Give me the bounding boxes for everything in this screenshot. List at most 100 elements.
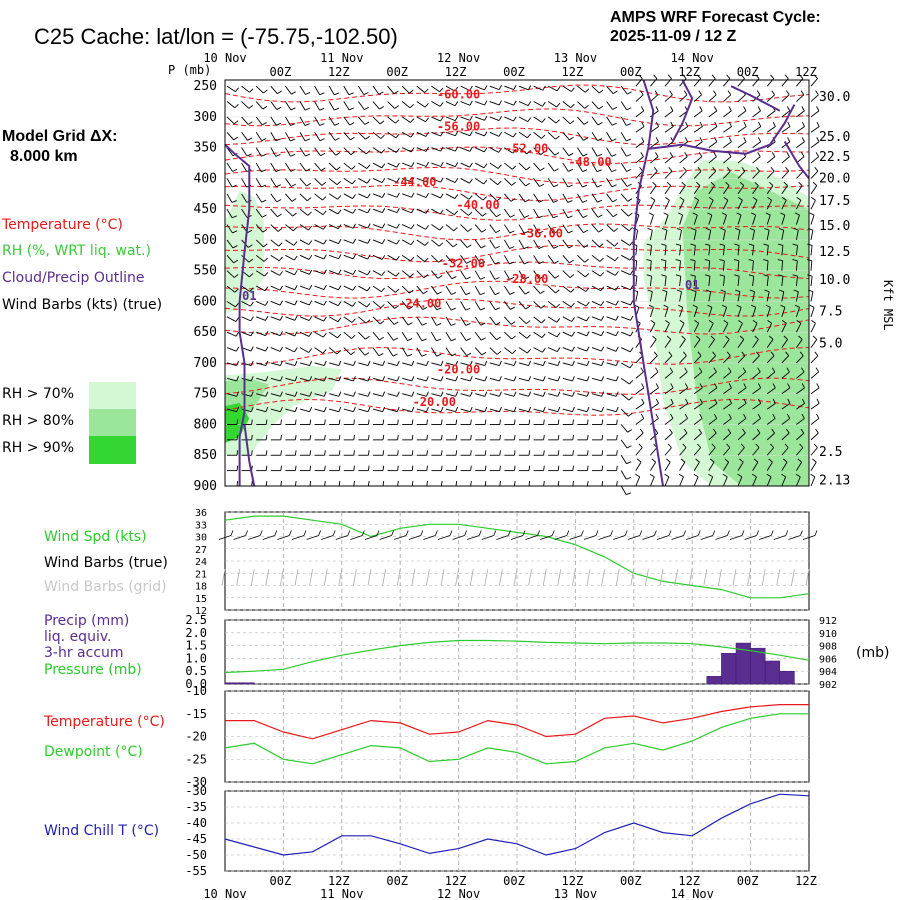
- wind-barb-feather: [509, 291, 515, 295]
- wind-barb-feather: [528, 480, 531, 487]
- wind-barb: [416, 347, 423, 357]
- wind-barb: [431, 347, 437, 357]
- wind-barb-feather: [279, 315, 283, 321]
- wind-barb: [416, 131, 427, 137]
- wind-barb: [489, 331, 497, 340]
- wind-barb-feather: [711, 443, 716, 448]
- wind-barb-true: [700, 535, 713, 540]
- wind-barb: [445, 116, 456, 122]
- wind-barb-feather: [439, 209, 444, 215]
- wind-barb: [679, 230, 682, 241]
- wind-barb: [460, 85, 470, 91]
- wind-barb-feather: [778, 228, 784, 231]
- wind-barb-feather: [366, 164, 371, 169]
- wind-barb-true-feather: [566, 530, 570, 536]
- wind-barb: [358, 301, 367, 308]
- wind-barb: [752, 418, 761, 425]
- wind-barb: [343, 331, 352, 339]
- wind-barb-feather: [538, 215, 544, 219]
- wind-barb-feather: [395, 119, 400, 124]
- wind-barb: [693, 156, 703, 164]
- wind-barb: [635, 141, 645, 149]
- wind-barb-feather: [725, 181, 730, 186]
- wind-barb-feather: [293, 255, 298, 261]
- wind-barb: [664, 371, 673, 379]
- wind-barb: [766, 355, 775, 364]
- wind-barb-feather: [748, 274, 754, 277]
- legend-wind-speed: Wind Spd (kts): [44, 529, 147, 545]
- wind-barb: [299, 270, 310, 275]
- wind-barb: [358, 377, 369, 382]
- wind-barb-feather: [365, 135, 370, 140]
- wind-barb: [752, 245, 755, 256]
- wind-barb-feather: [421, 353, 427, 357]
- wind-barb: [547, 316, 557, 323]
- wind-barb-feather: [275, 169, 281, 173]
- wind-barb-feather: [469, 406, 473, 412]
- wind-barb: [518, 347, 528, 354]
- wind-barb-feather: [694, 197, 699, 201]
- wind-barb: [781, 291, 785, 302]
- wind-barb-feather: [692, 212, 698, 216]
- wind-barb-feather: [396, 391, 400, 397]
- wind-barb: [329, 224, 339, 230]
- wind-barb-feather: [410, 118, 415, 123]
- wind-barb-feather: [509, 276, 515, 280]
- wind-barb-feather: [772, 413, 776, 419]
- wind-barb-feather: [294, 270, 298, 276]
- temp-panel-ytick: -20: [185, 730, 207, 744]
- pressure-right-tick: 912: [819, 616, 837, 627]
- wind-barb-true-feather: [770, 530, 774, 536]
- wind-barb-feather: [251, 419, 253, 425]
- wind-barb: [810, 323, 816, 333]
- wind-barb: [722, 307, 727, 317]
- wind-barb: [693, 126, 703, 133]
- wind-barb-feather: [421, 322, 427, 326]
- wind-barb-feather: [249, 273, 254, 278]
- wind-barb-feather: [572, 434, 574, 440]
- wind-barb: [664, 291, 668, 302]
- wind-barb: [737, 291, 741, 302]
- wind-barb: [416, 147, 427, 152]
- wind-barb: [401, 285, 410, 294]
- wind-barb: [416, 285, 424, 294]
- wind-barb-feather: [654, 90, 659, 96]
- wind-barb-feather: [793, 228, 799, 231]
- wind-barb-feather: [513, 406, 517, 412]
- pressure-tick-label: 300: [194, 110, 217, 125]
- wind-barb-feather: [337, 209, 342, 215]
- wind-barb: [416, 101, 426, 108]
- wind-barb: [270, 270, 280, 276]
- wind-barb-feather: [367, 254, 371, 260]
- wind-barb-feather: [381, 239, 386, 244]
- wind-barb-feather: [351, 165, 356, 170]
- wind-barb: [504, 208, 511, 218]
- wind-barb-feather: [280, 376, 283, 382]
- wind-barb: [635, 447, 643, 456]
- wind-barb-feather: [494, 261, 500, 265]
- wind-barb: [328, 116, 335, 126]
- wind-barb-feather: [484, 465, 487, 471]
- wind-barb: [489, 224, 497, 233]
- wind-barb-feather: [684, 367, 688, 373]
- wind-barb-feather: [542, 101, 546, 107]
- wind-barb: [285, 331, 295, 337]
- wind-barb-feather: [409, 289, 414, 294]
- wind-barb: [620, 193, 629, 202]
- wind-barb-feather: [799, 443, 804, 448]
- wind-barb-feather: [411, 480, 414, 487]
- wind-barb-feather: [466, 352, 472, 356]
- wind-barb: [358, 408, 369, 413]
- wind-barb-feather: [304, 123, 310, 126]
- wind-barb-grid: [718, 569, 722, 586]
- wind-barb-feather: [409, 273, 414, 278]
- wind-barb-feather: [669, 367, 674, 373]
- wind-barb: [679, 387, 688, 395]
- wind-barb-feather: [324, 434, 326, 440]
- wind-barb: [533, 178, 540, 187]
- wind-barb: [606, 254, 616, 262]
- wind-barb: [226, 162, 233, 172]
- wind-barb: [445, 193, 456, 199]
- wind-barb: [314, 393, 325, 397]
- wind-barb-feather: [437, 291, 442, 295]
